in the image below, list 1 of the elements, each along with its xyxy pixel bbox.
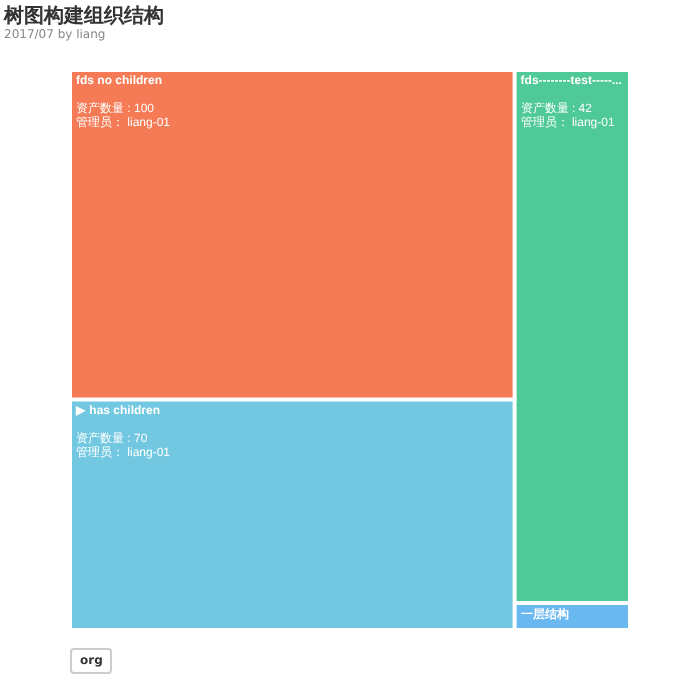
- text: 树图构建组织结构: [4, 3, 164, 29]
